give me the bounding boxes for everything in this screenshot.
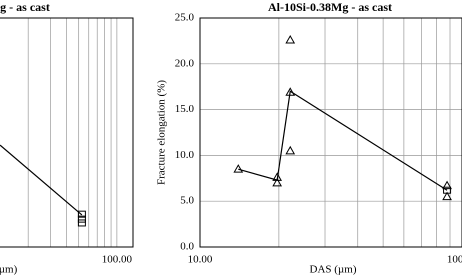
x-tick-label: 100.00	[447, 254, 462, 266]
plot: 0.0 5.0 10.0 15.0 20.0 25.0 10.00 100.00 Al-10Si…	[156, 0, 462, 276]
triangle-marker	[233, 164, 244, 173]
y-tick-label: 20.0	[175, 57, 195, 69]
x-tick-label: 10.00	[188, 254, 213, 266]
triangle-marker	[285, 87, 296, 96]
y-tick-label: 5.0	[180, 195, 194, 207]
triangle-marker	[285, 34, 296, 44]
triangle-marker	[272, 177, 283, 187]
plot-frame	[199, 17, 462, 248]
square-marker	[77, 215, 86, 223]
series-line	[0, 144, 83, 216]
series-line	[238, 90, 448, 191]
x-axis-label: µm)	[0, 264, 18, 276]
y-tick-label: 25.0	[175, 12, 195, 24]
y-tick-label: 0.0	[180, 241, 194, 253]
y-axis-label: Fracture elongation (%)	[156, 80, 168, 185]
x-tick-label: 100.00	[102, 254, 133, 266]
plot: 100.00 g - as cast µm)	[0, 0, 134, 276]
chart-title: g - as cast	[0, 0, 50, 14]
triangle-marker	[285, 145, 296, 155]
triangle-marker	[442, 180, 452, 190]
square-marker	[77, 210, 86, 218]
square-marker	[77, 219, 86, 227]
y-tick-label: 15.0	[175, 103, 195, 115]
chart-title: Al-10Si-0.38Mg - as cast	[268, 0, 392, 14]
y-tick-label: 10.0	[175, 149, 195, 161]
triangle-marker	[442, 191, 452, 201]
square-marker	[443, 186, 452, 194]
x-axis-label: DAS (µm)	[310, 264, 357, 276]
plot-frame	[0, 17, 134, 248]
triangle-marker	[272, 172, 283, 181]
